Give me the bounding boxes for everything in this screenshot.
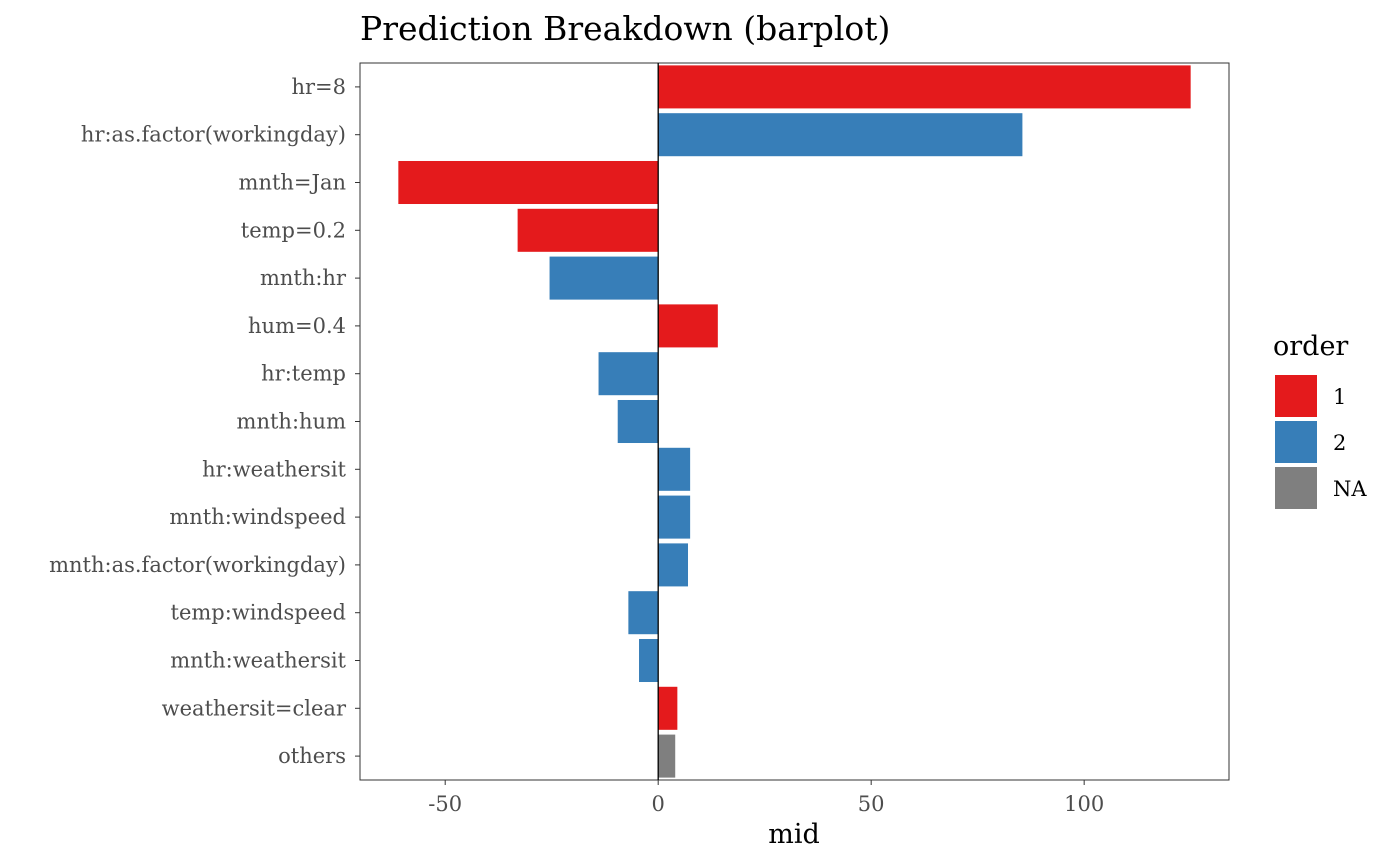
legend: order 1 2 NA xyxy=(1273,331,1367,509)
y-tick-label: others xyxy=(278,744,346,768)
bar xyxy=(658,113,1023,157)
y-axis: hr=8 hr:as.factor(workingday) mnth=Jan temp… xyxy=(49,75,360,768)
bars-layer xyxy=(398,65,1191,778)
x-axis-title: mid xyxy=(768,819,820,850)
bar xyxy=(658,495,691,539)
legend-swatch xyxy=(1275,375,1317,417)
x-tick-label: -50 xyxy=(428,792,462,816)
y-tick-label: mnth=Jan xyxy=(239,171,346,195)
x-tick-label: 100 xyxy=(1064,792,1104,816)
legend-title: order xyxy=(1273,331,1348,362)
y-tick-label: hr:weathersit xyxy=(202,457,346,481)
y-tick-label: hr:as.factor(workingday) xyxy=(81,123,346,147)
y-tick-label: hr=8 xyxy=(291,75,346,99)
y-tick-label: hr:temp xyxy=(261,362,346,386)
y-tick-label: hum=0.4 xyxy=(248,314,346,338)
bar xyxy=(658,543,689,587)
y-tick-label: mnth:hum xyxy=(237,410,347,434)
bar xyxy=(658,304,718,348)
y-tick-label: temp:windspeed xyxy=(171,601,346,625)
x-axis: -50 0 50 100 xyxy=(428,780,1104,816)
legend-swatch xyxy=(1275,467,1317,509)
bar xyxy=(658,686,678,730)
y-tick-label: mnth:windspeed xyxy=(169,505,346,529)
legend-label: NA xyxy=(1333,477,1367,501)
y-tick-label: weathersit=clear xyxy=(162,696,347,720)
y-tick-label: mnth:weathersit xyxy=(170,649,346,673)
legend-label: 1 xyxy=(1333,385,1346,409)
x-tick-label: 50 xyxy=(858,792,885,816)
y-tick-label: mnth:hr xyxy=(260,266,347,290)
chart-title: Prediction Breakdown (barplot) xyxy=(360,9,890,48)
bar xyxy=(628,591,659,635)
bar xyxy=(658,447,691,491)
bar xyxy=(639,638,659,683)
legend-label: 2 xyxy=(1333,431,1346,455)
bar xyxy=(658,734,676,778)
bar xyxy=(598,352,659,396)
y-tick-label: mnth:as.factor(workingday) xyxy=(49,553,346,577)
x-tick-label: 0 xyxy=(651,792,664,816)
bar xyxy=(658,65,1191,109)
legend-swatch xyxy=(1275,421,1317,463)
bar xyxy=(549,256,659,300)
y-tick-label: temp=0.2 xyxy=(241,218,346,242)
bar xyxy=(398,160,659,205)
bar xyxy=(617,399,659,444)
bar xyxy=(517,208,659,252)
